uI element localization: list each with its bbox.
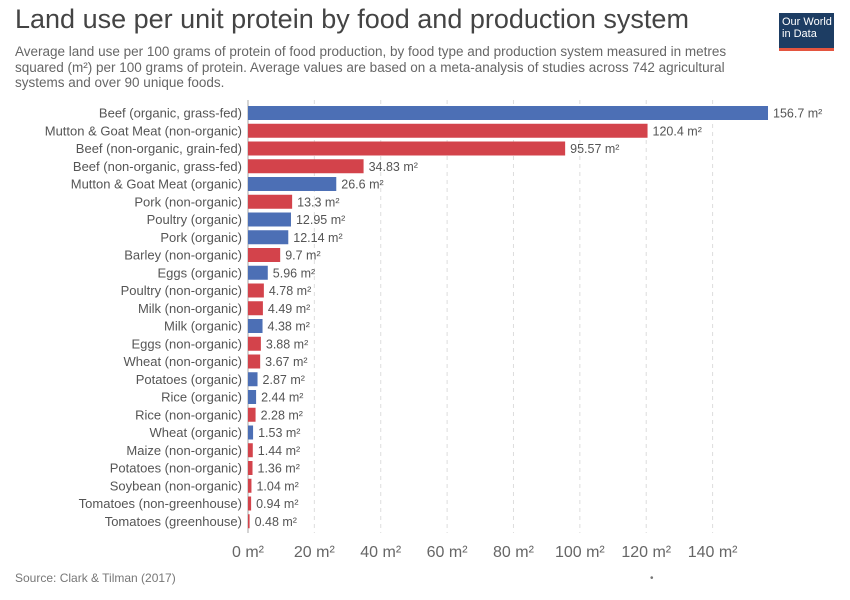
category-label: Poultry (organic) <box>147 212 242 227</box>
category-label: Soybean (non-organic) <box>110 478 242 493</box>
value-label: 2.44 m² <box>261 391 303 405</box>
footer-dot: • <box>650 573 654 584</box>
category-label: Rice (non-organic) <box>135 407 242 422</box>
bars <box>248 106 769 529</box>
category-label: Beef (organic, grass-fed) <box>99 106 242 121</box>
source-note: Source: Clark & Tilman (2017) <box>15 571 176 585</box>
category-label: Tomatoes (non-greenhouse) <box>79 496 242 511</box>
category-label: Potatoes (organic) <box>136 372 242 387</box>
bar[interactable] <box>248 283 264 298</box>
bar[interactable] <box>248 336 261 351</box>
category-label: Milk (organic) <box>164 319 242 334</box>
bar[interactable] <box>248 106 769 120</box>
value-label: 13.3 m² <box>297 195 339 209</box>
value-label: 95.57 m² <box>570 142 619 156</box>
bar[interactable] <box>248 123 648 138</box>
bar[interactable] <box>248 248 281 262</box>
category-label: Potatoes (non-organic) <box>110 461 242 476</box>
bar[interactable] <box>248 230 289 245</box>
chart-title: Land use per unit protein by food and pr… <box>15 4 689 34</box>
value-label: 4.38 m² <box>268 320 310 334</box>
bar[interactable] <box>248 496 252 511</box>
value-label: 9.7 m² <box>285 249 320 263</box>
value-label: 12.95 m² <box>296 213 345 227</box>
value-label: 26.6 m² <box>341 178 383 192</box>
category-label: Eggs (non-organic) <box>131 336 242 351</box>
category-label: Mutton & Goat Meat (non-organic) <box>45 123 242 138</box>
bar[interactable] <box>248 407 256 422</box>
category-label: Pork (non-organic) <box>134 194 242 209</box>
logo-line-1: Our World <box>782 16 832 28</box>
value-label: 1.53 m² <box>258 426 300 440</box>
category-label: Pork (organic) <box>160 230 242 245</box>
value-label: 4.49 m² <box>268 302 310 316</box>
value-label: 0.48 m² <box>255 515 297 529</box>
category-label: Eggs (organic) <box>157 265 242 280</box>
x-tick-label: 120 m² <box>621 544 671 561</box>
category-label: Barley (non-organic) <box>124 248 242 263</box>
x-tick-label: 60 m² <box>427 544 469 561</box>
value-label: 2.87 m² <box>263 373 305 387</box>
bar[interactable] <box>248 194 293 209</box>
x-tick-label: 80 m² <box>493 544 535 561</box>
category-labels: Beef (organic, grass-fed) Mutton & Goat M… <box>45 106 242 529</box>
category-label: Milk (non-organic) <box>138 301 242 316</box>
owid-logo[interactable]: Our World in Data <box>779 13 834 51</box>
category-label: Beef (non-organic, grain-fed) <box>76 141 242 156</box>
x-tick-label: 20 m² <box>294 544 336 561</box>
value-label: 120.4 m² <box>653 124 702 138</box>
bar[interactable] <box>248 372 258 387</box>
bar[interactable] <box>248 301 263 316</box>
x-tick-label: 0 m² <box>232 544 265 561</box>
value-label: 0.94 m² <box>256 497 298 511</box>
bar[interactable] <box>248 319 263 333</box>
bar[interactable] <box>248 212 291 227</box>
x-axis-ticks: 0 m² 20 m² 40 m² 60 m² 80 m² 100 m² 120 m² 140 … <box>232 544 738 561</box>
chart-subtitle: Average land use per 100 grams of protei… <box>15 44 727 90</box>
value-label: 1.44 m² <box>258 444 300 458</box>
x-tick-label: 40 m² <box>360 544 402 561</box>
value-label: 12.14 m² <box>293 231 342 245</box>
value-label: 3.88 m² <box>266 337 308 351</box>
category-label: Mutton & Goat Meat (organic) <box>71 177 242 192</box>
category-label: Maize (non-organic) <box>126 443 242 458</box>
category-label: Rice (organic) <box>161 390 242 405</box>
bar[interactable] <box>248 265 268 280</box>
value-label: 5.96 m² <box>273 266 315 280</box>
x-tick-label: 100 m² <box>555 544 605 561</box>
category-label: Wheat (non-organic) <box>124 354 243 369</box>
bar[interactable] <box>248 141 566 156</box>
value-label: 34.83 m² <box>369 160 418 174</box>
category-label: Poultry (non-organic) <box>121 283 242 298</box>
logo-line-2: in Data <box>782 28 817 40</box>
bar[interactable] <box>248 425 254 440</box>
value-label: 3.67 m² <box>265 355 307 369</box>
bar[interactable] <box>248 514 250 529</box>
bar[interactable] <box>248 159 364 174</box>
category-label: Tomatoes (greenhouse) <box>105 514 242 529</box>
category-label: Wheat (organic) <box>150 425 242 440</box>
bar[interactable] <box>248 390 257 404</box>
value-label: 1.36 m² <box>258 462 300 476</box>
bar[interactable] <box>248 177 337 191</box>
x-tick-label: 140 m² <box>688 544 738 561</box>
bar[interactable] <box>248 478 252 493</box>
value-label: 2.28 m² <box>261 408 303 422</box>
value-label: 156.7 m² <box>773 107 822 121</box>
category-label: Beef (non-organic, grass-fed) <box>73 159 242 174</box>
value-label: 4.78 m² <box>269 284 311 298</box>
bar[interactable] <box>248 443 253 458</box>
value-label: 1.04 m² <box>256 479 298 493</box>
bar[interactable] <box>248 461 253 475</box>
bar[interactable] <box>248 354 261 369</box>
